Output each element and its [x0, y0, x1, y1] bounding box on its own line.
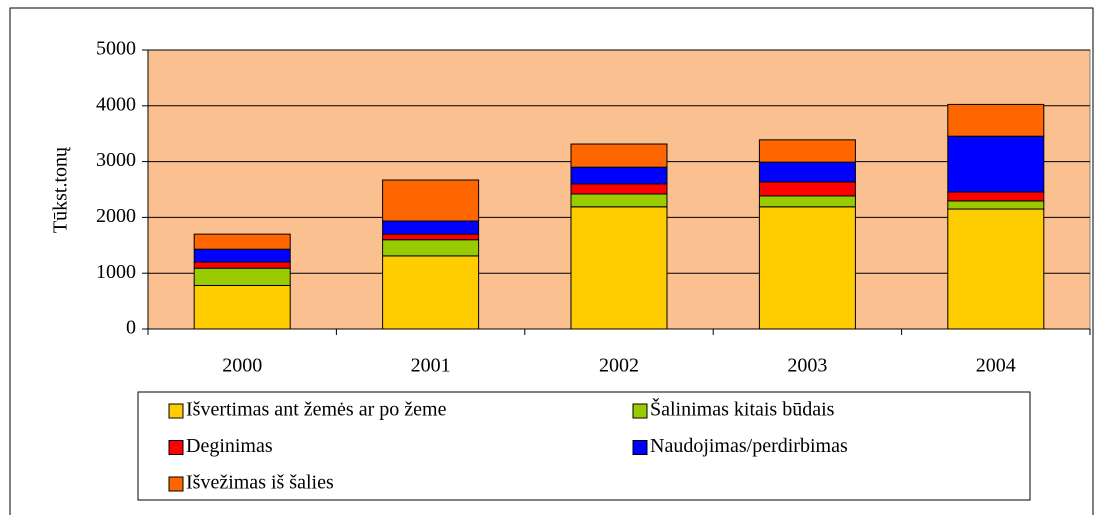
x-tick-label: 2004 — [976, 355, 1016, 377]
bar-segment — [382, 179, 480, 222]
bar-segment — [193, 261, 291, 269]
bar-segment — [947, 200, 1045, 210]
bar-segment — [947, 208, 1045, 330]
legend-label: Naudojimas/perdirbimas — [650, 435, 848, 457]
bar-segment — [947, 191, 1045, 202]
bar-segment — [570, 143, 668, 168]
bar-segment — [382, 239, 480, 257]
bar-segment — [382, 220, 480, 235]
legend-swatch — [168, 476, 184, 492]
legend-swatch — [168, 403, 184, 419]
y-tick-label: 2000 — [96, 205, 136, 227]
bar-segment — [193, 248, 291, 263]
bar-segment — [570, 206, 668, 330]
bar-segment — [758, 181, 856, 197]
bar-segment — [570, 183, 668, 195]
bar-segment — [382, 255, 480, 330]
y-axis-label: Tūkst.tonų — [50, 146, 72, 233]
bar-segment — [382, 233, 480, 241]
bar-segment — [193, 233, 291, 250]
legend-box — [137, 391, 1031, 501]
bar-segment — [193, 284, 291, 330]
x-tick-label: 2003 — [787, 355, 827, 377]
x-tick-label: 2001 — [411, 355, 451, 377]
legend-label: Šalinimas kitais būdais — [650, 397, 835, 421]
y-tick-label: 3000 — [96, 149, 136, 171]
legend-label: Išvežimas iš šalies — [186, 472, 334, 494]
bar-segment — [758, 139, 856, 163]
legend-swatch — [168, 440, 184, 455]
bar-segment — [947, 103, 1045, 137]
x-tick-label: 2000 — [222, 355, 262, 377]
bar-segment — [570, 166, 668, 185]
bar-segment — [758, 161, 856, 183]
legend-swatch — [632, 440, 648, 455]
bar-segment — [758, 206, 856, 330]
bar-segment — [947, 135, 1045, 193]
legend-label: Išvertimas ant žemės ar po žeme — [186, 399, 447, 421]
y-tick-label: 1000 — [96, 261, 136, 283]
bar-segment — [758, 195, 856, 208]
bar-segment — [570, 193, 668, 208]
y-tick-label: 0 — [126, 317, 136, 339]
x-tick-label: 2002 — [599, 355, 639, 377]
legend-label: Deginimas — [186, 435, 273, 457]
bar-segment — [193, 267, 291, 286]
legend-swatch — [632, 403, 648, 419]
y-tick-label: 5000 — [96, 38, 136, 60]
y-tick-label: 4000 — [96, 93, 136, 115]
